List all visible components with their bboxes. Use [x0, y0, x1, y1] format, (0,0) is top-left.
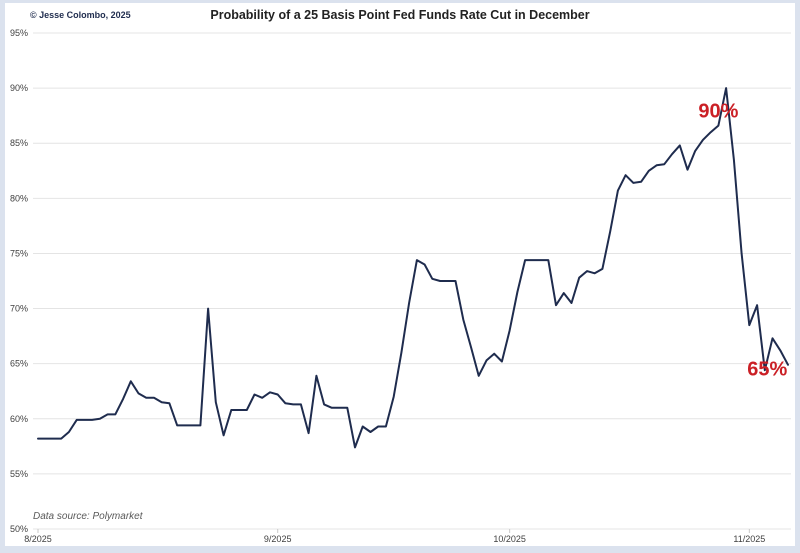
x-tick-label: 11/2025 [733, 534, 765, 544]
y-tick-label: 95% [10, 28, 28, 38]
y-tick-label: 55% [10, 469, 28, 479]
copyright-label: © Jesse Colombo, 2025 [30, 10, 131, 20]
annotation-65%: 65% [747, 358, 787, 380]
x-tick-label: 10/2025 [493, 534, 526, 544]
x-tick-label: 8/2025 [24, 534, 52, 544]
y-tick-label: 50% [10, 524, 28, 534]
data-source-label: Data source: Polymarket [33, 511, 143, 522]
y-tick-label: 75% [10, 248, 28, 258]
probability-line [37, 87, 789, 449]
y-tick-label: 60% [10, 414, 28, 424]
chart-canvas [5, 3, 795, 546]
x-tick-label: 9/2025 [264, 534, 292, 544]
y-tick-label: 90% [10, 83, 28, 93]
y-tick-label: 85% [10, 138, 28, 148]
y-tick-label: 65% [10, 359, 28, 369]
annotation-90%: 90% [698, 101, 738, 123]
chart-title: Probability of a 25 Basis Point Fed Fund… [210, 8, 590, 22]
y-tick-label: 70% [10, 304, 28, 314]
y-tick-label: 80% [10, 193, 28, 203]
